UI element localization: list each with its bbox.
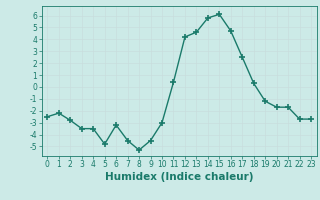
X-axis label: Humidex (Indice chaleur): Humidex (Indice chaleur) — [105, 172, 253, 182]
